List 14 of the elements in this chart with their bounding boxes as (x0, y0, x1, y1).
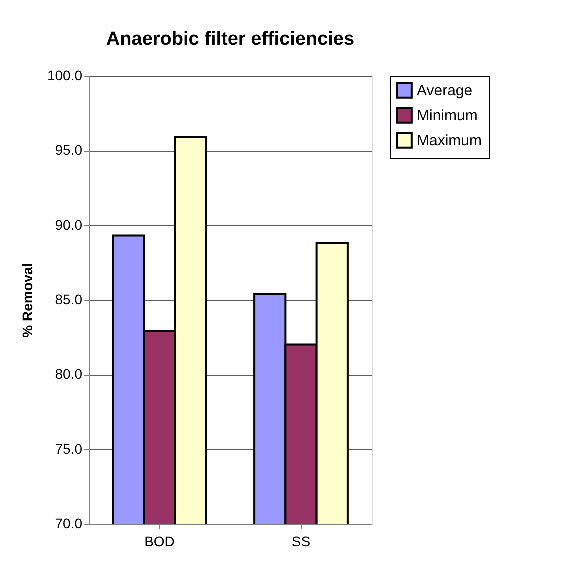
x-tick-label: BOD (144, 534, 175, 550)
y-tick-label: 85.0 (55, 292, 83, 308)
y-tick-label: 80.0 (55, 366, 83, 382)
y-tick-label: 95.0 (55, 142, 83, 158)
legend-label: Minimum (417, 108, 478, 124)
y-tick-label: 70.0 (55, 516, 83, 532)
legend-label: Maximum (417, 132, 482, 150)
y-tick-label: 100.0 (47, 68, 83, 84)
legend-label: Average (417, 82, 473, 100)
x-tick-label: SS (292, 534, 311, 550)
y-tick-label: 90.0 (55, 216, 83, 233)
y-tick-label: 75.0 (55, 440, 83, 457)
y-axis-title: % Removal (19, 263, 36, 338)
chart-title: Anaerobic filter efficiencies (106, 29, 355, 50)
